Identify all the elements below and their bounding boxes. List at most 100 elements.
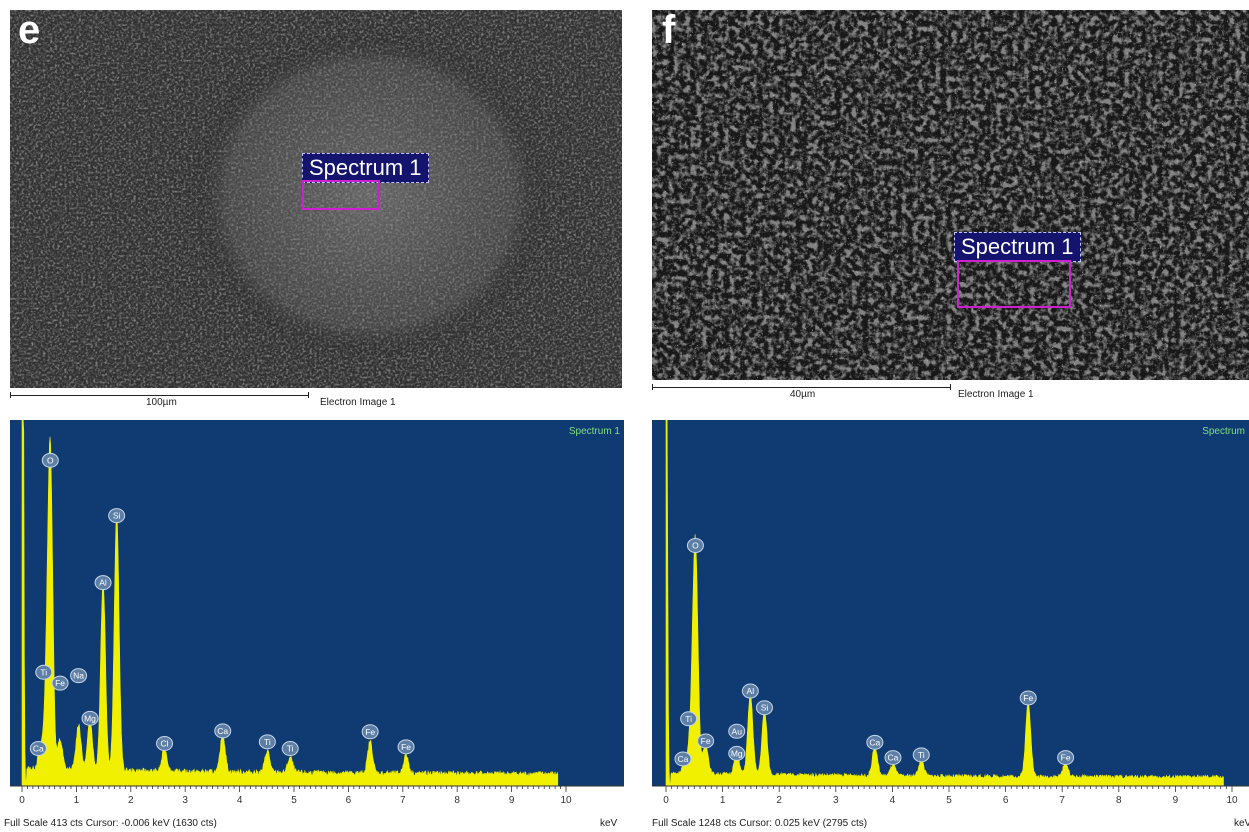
sem-texture-f — [652, 10, 1249, 380]
peak-label-badge — [214, 723, 232, 739]
x-tick-label: 0 — [19, 795, 25, 806]
spectrum-roi-f — [957, 260, 1071, 308]
scale-bar-tick-left-f — [652, 384, 653, 390]
peak-label-au: Au — [732, 726, 743, 736]
panel-letter-e: e — [18, 10, 41, 52]
x-tick-label: 10 — [1226, 795, 1238, 806]
peak-label-badge — [697, 733, 715, 749]
peak-label-badge — [108, 508, 126, 524]
image-caption-f: Electron Image 1 — [958, 389, 1034, 400]
peak-label-badge — [755, 700, 773, 716]
x-tick-label: 1 — [720, 795, 726, 806]
spectrum-footer-f: Full Scale 1248 cts Cursor: 0.025 keV (2… — [652, 818, 868, 829]
peak-label-badge — [741, 683, 759, 699]
peak-label-si: Si — [113, 511, 121, 521]
x-tick-label: 10 — [560, 795, 572, 806]
peak-label-ca: Ca — [678, 754, 689, 764]
scale-bar-tick-right-e — [308, 392, 309, 398]
peak-label-ti: Ti — [287, 744, 294, 754]
spectrum-chart-f: Spectrum O Al Si Ti Fe Ca Au Mg Ca Ca Ti Fe Fe 0 1 2 3 4 5 6… — [652, 420, 1249, 806]
sem-texture-e — [10, 10, 622, 388]
peak-label-fe: Fe — [365, 727, 375, 737]
electron-image-f: f Spectrum 1 — [652, 10, 1249, 380]
peak-label-badge — [29, 741, 47, 757]
scale-bar-e — [10, 395, 308, 396]
x-tick-label: 9 — [1173, 795, 1179, 806]
peak-label-badge — [884, 750, 902, 766]
electron-image-e: e Spectrum 1 — [10, 10, 622, 388]
x-tick-label: 8 — [1116, 795, 1122, 806]
chart-title: Spectrum — [1202, 426, 1245, 437]
spectrum-label-e: Spectrum 1 — [302, 153, 429, 183]
peak-label-al: Al — [99, 578, 107, 588]
x-tick-label: 9 — [509, 795, 515, 806]
peak-label-badge — [281, 741, 299, 757]
peak-label-badge — [81, 710, 99, 726]
peak-label-ca: Ca — [33, 744, 44, 754]
peak-label-badge — [35, 664, 53, 680]
peak-label-fe: Fe — [701, 736, 711, 746]
image-caption-bar-e: 100µm Electron Image 1 — [10, 390, 622, 412]
peak-label-badge — [397, 739, 415, 755]
x-tick-label: 3 — [833, 795, 839, 806]
x-tick-label: 0 — [663, 795, 669, 806]
peak-label-si: Si — [761, 703, 769, 713]
peak-label-ca: Ca — [217, 726, 228, 736]
peak-label-ca: Ca — [888, 753, 899, 763]
scale-bar-f — [652, 387, 950, 388]
x-tick-label: 6 — [1003, 795, 1009, 806]
peak-label-ca: Ca — [869, 737, 880, 747]
scale-bar-label-f: 40µm — [790, 389, 816, 400]
x-tick-label: 6 — [346, 795, 352, 806]
peak-label-al: Al — [747, 686, 755, 696]
peak-label-ti: Ti — [918, 750, 925, 760]
x-tick-label: 5 — [946, 795, 952, 806]
x-tick-label: 7 — [400, 795, 406, 806]
peak-label-fe: Fe — [401, 742, 411, 752]
peak-label-badge — [70, 668, 88, 684]
image-caption-bar-f: 40µm Electron Image 1 — [652, 382, 1249, 404]
spectrum-roi-e — [302, 180, 380, 210]
x-tick-label: 4 — [237, 795, 243, 806]
x-tick-label: 4 — [890, 795, 896, 806]
peak-label-badge — [728, 723, 746, 739]
chart-title: Spectrum 1 — [569, 426, 621, 437]
peak-label-ti: Ti — [264, 737, 271, 747]
peak-label-badge — [1057, 750, 1075, 766]
peak-label-badge — [912, 747, 930, 763]
peak-label-badge — [41, 452, 59, 468]
peak-label-o: O — [692, 541, 699, 551]
peak-label-badge — [674, 751, 692, 767]
peak-label-fe: Fe — [1023, 693, 1033, 703]
x-tick-label: 3 — [182, 795, 188, 806]
x-tick-label: 8 — [454, 795, 460, 806]
spectrum-area — [665, 420, 1224, 787]
spectrum-footer-e: Full Scale 413 cts Cursor: -0.006 keV (1… — [4, 818, 217, 829]
peak-label-badge — [258, 734, 276, 750]
peak-label-badge — [51, 675, 69, 691]
spectrum-chart-e: Spectrum 1 O Si Al Na Mg Ti Fe Ca Cl Ca Ti Ti Fe Fe 0 1 2… — [10, 420, 624, 806]
x-tick-label: 2 — [128, 795, 134, 806]
peak-label-cl: Cl — [161, 738, 169, 748]
peak-label-badge — [1019, 690, 1037, 706]
scale-bar-label-e: 100µm — [146, 397, 177, 408]
panel-letter-f: f — [662, 10, 676, 52]
x-tick-label: 5 — [291, 795, 297, 806]
scale-bar-tick-left-e — [10, 392, 11, 398]
peak-label-o: O — [47, 455, 54, 465]
x-tick-label: 2 — [776, 795, 782, 806]
peak-label-na: Na — [73, 671, 84, 681]
peak-label-ti: Ti — [685, 714, 692, 724]
peak-label-badge — [866, 734, 884, 750]
peak-label-badge — [680, 711, 698, 727]
peak-label-badge — [94, 575, 112, 591]
peak-label-mg: Mg — [731, 748, 743, 758]
peak-label-badge — [686, 538, 704, 554]
scale-bar-tick-right-f — [950, 384, 951, 390]
peak-label-badge — [156, 735, 174, 751]
peak-label-fe: Fe — [55, 678, 65, 688]
unit-label-f: keV — [1234, 818, 1249, 829]
image-caption-e: Electron Image 1 — [320, 397, 396, 408]
spectrum-label-f: Spectrum 1 — [954, 232, 1081, 262]
x-tick-label: 1 — [74, 795, 80, 806]
